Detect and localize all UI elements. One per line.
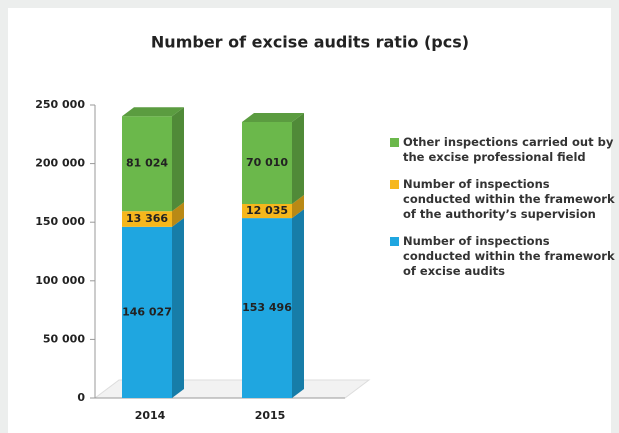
legend-item: Other inspections carried out by the exc… <box>390 135 615 165</box>
y-tick-label: 100 000 <box>35 274 85 287</box>
y-tick-label: 150 000 <box>35 215 85 228</box>
bar-top <box>122 107 184 117</box>
value-label: 13 366 <box>126 212 168 225</box>
legend-label: Other inspections carried out by the exc… <box>403 135 614 164</box>
bar <box>122 116 172 212</box>
value-label: 12 035 <box>246 204 288 217</box>
y-tick-label: 200 000 <box>35 157 85 170</box>
bar <box>242 203 292 219</box>
y-tick-label: 50 000 <box>43 332 85 345</box>
legend-label: Number of inspections conducted within t… <box>403 177 615 221</box>
panel <box>8 8 611 433</box>
legend-swatch <box>390 180 399 189</box>
y-tick-label: 0 <box>77 391 85 404</box>
legend-label: Number of inspections conducted within t… <box>403 234 615 278</box>
x-tick-label: 2015 <box>255 409 286 422</box>
bar-side <box>172 202 184 227</box>
value-label: 153 496 <box>242 301 292 314</box>
legend: Other inspections carried out by the exc… <box>390 135 615 291</box>
bar-side <box>172 107 184 212</box>
bar <box>122 211 172 227</box>
value-label: 81 024 <box>126 157 168 170</box>
chart-title: Number of excise audits ratio (pcs) <box>151 33 469 52</box>
legend-swatch <box>390 237 399 246</box>
value-label: 70 010 <box>246 156 288 169</box>
value-label: 146 027 <box>122 305 172 318</box>
y-tick-label: 250 000 <box>35 98 85 111</box>
legend-swatch <box>390 138 399 147</box>
bar-side <box>172 217 184 398</box>
legend-item: Number of inspections conducted within t… <box>390 234 615 279</box>
bar-side <box>292 194 304 219</box>
bar <box>242 218 292 398</box>
bar-side <box>292 209 304 398</box>
bar-top <box>242 112 304 122</box>
legend-item: Number of inspections conducted within t… <box>390 177 615 222</box>
bar <box>242 121 292 204</box>
bar <box>122 226 172 398</box>
bar-side <box>292 112 304 204</box>
x-tick-label: 2014 <box>135 409 166 422</box>
